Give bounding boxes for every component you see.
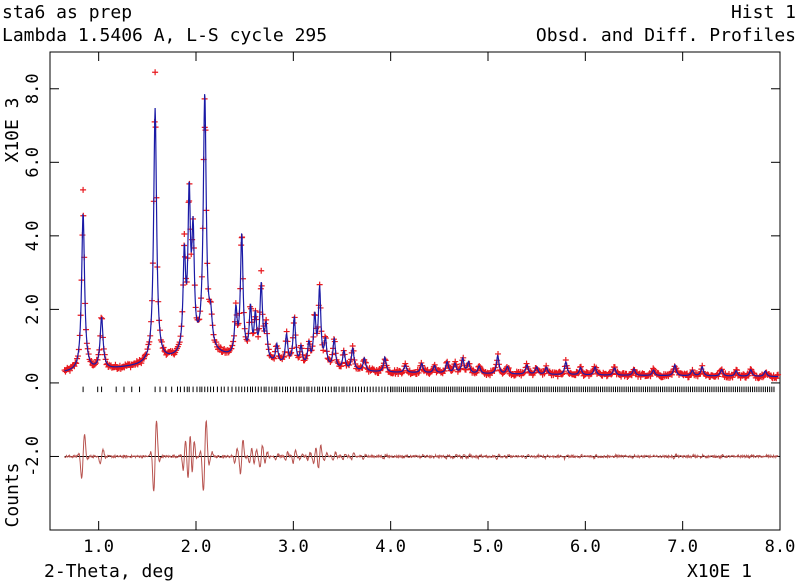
y-tick-label: .0 [23, 373, 43, 393]
observed-point [775, 371, 782, 378]
x-tick-label: 8.0 [765, 537, 796, 557]
observed-point [373, 366, 380, 373]
y-tick-label: 6.0 [23, 147, 43, 178]
y-tick-label: -2.0 [23, 436, 43, 477]
x-tick-label: 5.0 [473, 537, 504, 557]
y-axis-label: Counts [2, 462, 23, 527]
x-tick-label: 4.0 [375, 537, 406, 557]
histogram-label: Hist 1 [731, 2, 796, 23]
x-tick-label: 1.0 [83, 537, 114, 557]
chart-subtitle: Lambda 1.5406 A, L-S cycle 295 [2, 25, 327, 46]
x-tick-label: 7.0 [667, 537, 698, 557]
observed-point [152, 69, 159, 76]
difference-curve [64, 419, 779, 492]
x-tick-label: 3.0 [278, 537, 309, 557]
x-scale-label: X10E 1 [687, 561, 752, 581]
y-scale-label: X10E 3 [2, 97, 23, 162]
x-tick-label: 2.0 [181, 537, 212, 557]
x-axis-label: 2-Theta, deg [44, 561, 174, 581]
plot-area: 1.0 2.0 3.0 4.0 5.0 6.0 7.0 8.0 8.0 6.0 4.0 2.0 .0 -2… [23, 52, 795, 557]
chart-title: sta6 as prep [2, 2, 132, 23]
observed-point [258, 267, 265, 274]
y-tick-label: 4.0 [23, 220, 43, 251]
plot-frame [49, 51, 781, 531]
profile-label: Obsd. and Diff. Profiles [536, 25, 796, 46]
y-tick-label: 2.0 [23, 294, 43, 325]
observed-point [181, 231, 188, 238]
observed-point [201, 124, 208, 131]
calculated-profile [64, 94, 779, 378]
x-tick-label: 6.0 [570, 537, 601, 557]
observed-point [80, 186, 87, 193]
y-tick-label: 8.0 [23, 73, 43, 104]
